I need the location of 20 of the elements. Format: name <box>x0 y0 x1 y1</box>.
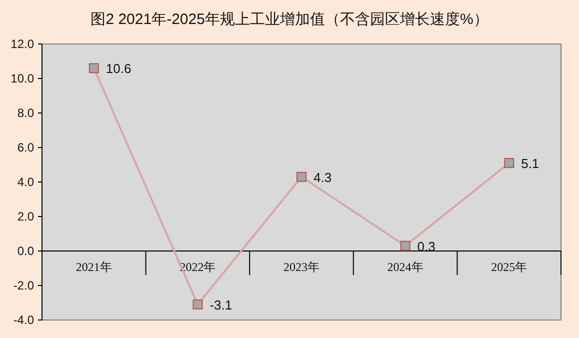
x-tick-label: 2023年 <box>284 260 320 274</box>
y-tick-label: -2.0 <box>13 278 34 292</box>
y-tick-label: 0.0 <box>17 244 34 258</box>
x-tick-label: 2025年 <box>491 260 528 274</box>
y-tick-label: 12.0 <box>10 37 34 51</box>
data-label: 5.1 <box>521 156 540 172</box>
y-tick-label: 8.0 <box>17 106 34 120</box>
x-tick-label: 2021年 <box>76 260 112 274</box>
data-label: -3.1 <box>210 297 232 312</box>
y-tick-label: 4.0 <box>17 175 34 189</box>
data-label: 4.3 <box>314 170 332 185</box>
y-tick-label: 6.0 <box>17 140 34 154</box>
data-label: 0.3 <box>417 238 436 254</box>
data-label: 10.6 <box>106 61 132 76</box>
chart-title: 图2 2021年-2025年规上工业增加值（不含园区增长速度%） <box>90 11 488 28</box>
x-tick-label: 2024年 <box>387 260 424 274</box>
y-tick-label: 10.0 <box>10 72 34 86</box>
y-tick-label: 2.0 <box>17 210 34 224</box>
y-tick-label: -4.0 <box>13 313 34 327</box>
x-tick-label: 2022年 <box>180 260 216 274</box>
